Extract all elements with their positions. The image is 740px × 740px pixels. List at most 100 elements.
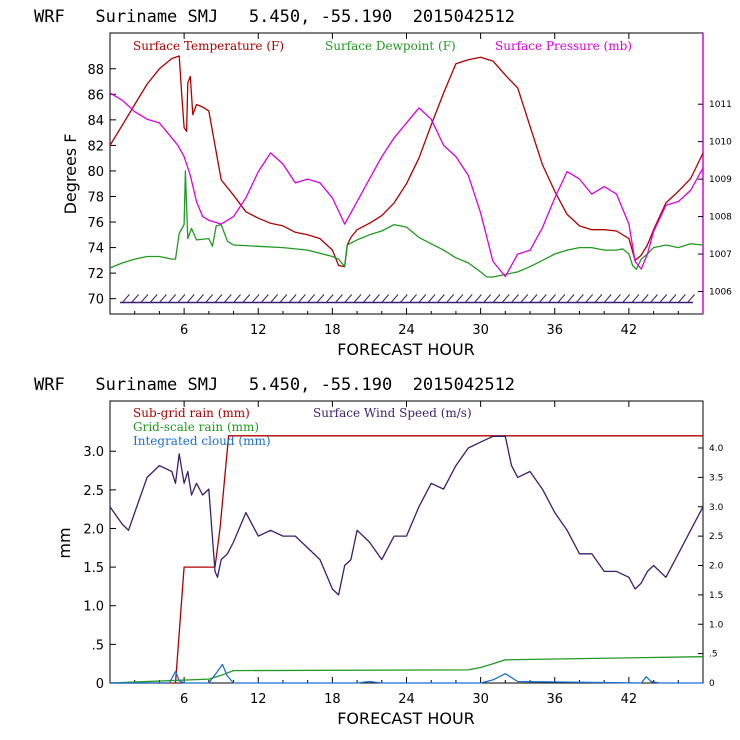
wind-barb [464,294,473,303]
x-tick-label: 30 [472,692,489,707]
wind-barb [362,294,371,303]
wind-barb [353,294,362,303]
wind-barb [168,294,177,303]
series-line [109,92,704,278]
y2-tick-label: 1009 [709,175,732,185]
wind-barb [372,294,380,303]
x-axis-label-bottom: FORECAST HOUR [337,709,475,728]
series-line [109,170,704,278]
x-tick-label: 6 [180,323,188,338]
wind-barb [390,294,399,303]
wind-barb [205,294,214,303]
legend-dewpoint: Surface Dewpoint (F) [325,39,456,53]
series-line [110,435,703,684]
chart-title-top: WRF Suriname SMJ 5.450, -55.190 20150425… [34,7,515,27]
wind-barb [251,294,260,303]
wind-barb [687,294,695,303]
wind-barb [298,294,306,303]
y2-tick-label: 4.0 [709,444,724,454]
wind-barb [585,294,594,303]
y-tick-label: 86 [87,88,104,103]
wind-barb [538,294,547,303]
series-line [110,663,703,684]
y-tick-label: 0 [96,677,104,692]
wind-barb [196,294,204,303]
legend-pressure: Surface Pressure (mb) [495,39,632,53]
wind-barb [307,294,316,303]
y2-tick-label: 1006 [709,288,732,298]
y-axis-label-bottom: mm [55,527,74,558]
wind-barb [622,294,631,303]
wind-barb [557,294,566,303]
wind-barb [316,294,325,303]
wind-barb [288,294,297,303]
y2-tick-label: 1011 [709,100,732,110]
wind-barb [260,294,269,303]
y-tick-label: 76 [87,216,104,231]
y-axis-label-top: Degrees F [61,134,80,215]
y-tick-label: .5 [92,638,104,653]
wind-barb [233,294,241,303]
wind-barb [520,294,529,303]
wind-barb [483,294,492,303]
wind-barb [335,294,343,303]
wind-barb [677,294,686,303]
wind-barb [242,294,251,303]
y2-tick-label: 2.0 [709,562,724,572]
wind-barb [474,294,482,303]
wind-barb [437,294,445,303]
wind-barb [455,294,464,303]
x-axis-label-top: FORECAST HOUR [337,340,475,359]
legend-wind-speed: Surface Wind Speed (m/s) [313,406,472,420]
data-lines-top [109,55,704,304]
y-tick-label: 74 [87,242,104,257]
wind-barb [668,294,677,303]
x-tick-label: 6 [180,692,188,707]
legend-bottom: Sub-grid rain (mm) Surface Wind Speed (m… [133,406,472,448]
wind-barb [325,294,334,303]
wind-barb [381,294,390,303]
plot-frame-top [109,32,704,315]
wind-barb [492,294,501,303]
wind-barb [529,294,538,303]
wind-barb [594,294,603,303]
wind-barb [140,294,149,303]
x-tick-label: 18 [324,692,341,707]
wind-barb [446,294,455,303]
chart-title-bottom: WRF Suriname SMJ 5.450, -55.190 20150425… [34,375,515,395]
x-tick-label: 12 [250,692,267,707]
x-tick-label: 42 [621,692,638,707]
wind-barb [214,294,223,303]
axis-ticks-top: 6 12 18 24 30 36 42 70 72 74 76 78 80 82 84 86 88 1006 100… [87,33,732,338]
y2-tick-label: 3.5 [709,473,723,483]
y-tick-label: 1.0 [83,600,104,615]
x-tick-label: 12 [250,323,267,338]
x-tick-label: 36 [546,323,563,338]
y-tick-label: 82 [87,139,104,154]
wind-barb [548,294,556,303]
y2-tick-label: 3.0 [709,503,724,513]
wind-barb [121,294,130,303]
wind-barb [501,294,510,303]
y2-tick-label: 1.5 [709,591,723,601]
wind-barb [613,294,621,303]
legend-temperature: Surface Temperature (F) [133,39,284,53]
wind-barb [159,294,167,303]
wind-barb [409,294,417,303]
y2-tick-label: 1007 [709,250,732,260]
y2-tick-label: 1008 [709,213,732,223]
wind-barb [223,294,232,303]
legend-subgrid-rain: Sub-grid rain (mm) [133,406,250,420]
wind-barb [640,294,649,303]
wind-barb [279,294,288,303]
wind-barb [131,294,139,303]
wind-barb [427,294,436,303]
wind-barb [566,294,575,303]
wind-barb [603,294,612,303]
y-tick-label: 2.5 [83,484,104,499]
x-tick-label: 24 [398,692,415,707]
wind-barb [511,294,519,303]
y-tick-label: 1.5 [83,561,104,576]
panel-bottom: WRF Suriname SMJ 5.450, -55.190 20150425… [34,375,724,728]
x-tick-label: 36 [546,692,563,707]
